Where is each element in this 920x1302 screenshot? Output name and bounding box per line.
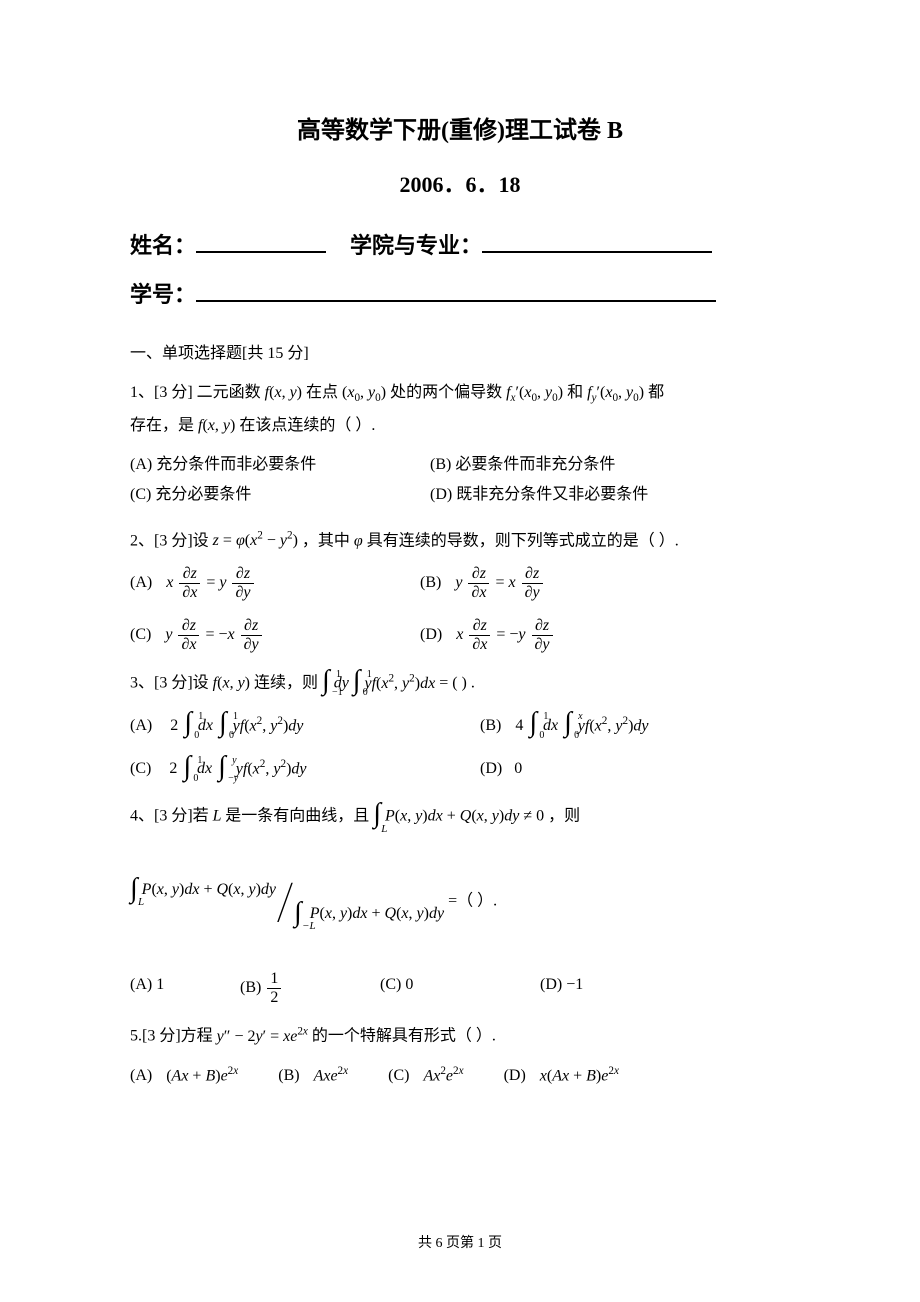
q4-opt-a: (A) 1	[130, 970, 200, 1006]
q2-opt-a: (A) x ∂z∂x = y ∂z∂y	[130, 565, 380, 601]
q2-opt-c: (C) y ∂z∂x = −x ∂z∂y	[130, 617, 380, 653]
q5-opt-a: (A) (Ax + B)e2x	[130, 1061, 238, 1092]
q3-math-1: f(x, y)	[213, 675, 254, 692]
q4-text-4: =（ ）.	[448, 893, 497, 910]
question-4: 4、[3 分]若 L 是一条有向曲线，且 ∫L P(x, y)dx + Q(x,…	[130, 800, 790, 834]
question-2: 2、[3 分]设 z = φ(x2 − y2) ，其中 φ 具有连续的导数，则下…	[130, 525, 790, 557]
q2-text-1: 2、[3 分]设	[130, 532, 209, 549]
id-blank[interactable]	[196, 276, 716, 302]
name-blank[interactable]	[196, 227, 326, 253]
q3-opt-b: (B) 4 ∫10 dx ∫x0 yf(x2, y2)dy	[480, 709, 649, 742]
dept-blank[interactable]	[482, 227, 712, 253]
id-label: 学号：	[130, 277, 196, 309]
q2-opt-d: (D) x ∂z∂x = −y ∂z∂y	[420, 617, 553, 653]
q1-math-2: (x0, y0)	[342, 384, 386, 401]
q1-math-4: fy′(x0, y0)	[587, 384, 644, 401]
q3-opt-a: (A) 2 ∫10 dx ∫10 yf(x2, y2)dy	[130, 709, 440, 742]
q4-text-3: ，则	[548, 808, 580, 825]
q4-opt-d: (D) −1	[540, 970, 583, 1006]
q4-text-2: 是一条有向曲线，且	[225, 808, 369, 825]
question-1: 1、[3 分] 二元函数 f(x, y) 在点 (x0, y0) 处的两个偏导数…	[130, 377, 790, 442]
q1-text-3: 处的两个偏导数	[390, 384, 502, 401]
q1-text-7: 在该点连续的（ ）.	[239, 417, 375, 434]
q1-opt-a: (A) 充分条件而非必要条件	[130, 450, 390, 480]
q1-options: (A) 充分条件而非必要条件 (B) 必要条件而非充分条件 (C) 充分必要条件…	[130, 450, 790, 511]
q2-text-2: ，其中	[302, 532, 350, 549]
q2-options: (A) x ∂z∂x = y ∂z∂y (B) y ∂z∂x = x ∂z∂y …	[130, 565, 790, 653]
q3-opt-d: (D) 0	[480, 753, 522, 786]
q5-text-1: 5.[3 分]方程	[130, 1028, 213, 1045]
q5-math-1: y″ − 2y′ = xe2x	[217, 1028, 308, 1045]
q4-text-1: 4、[3 分]若	[130, 808, 209, 825]
q1-text-2: 在点	[306, 384, 338, 401]
page-footer: 共 6 页第 1 页	[0, 1232, 920, 1252]
q5-options: (A) (Ax + B)e2x (B) Axe2x (C) Ax2e2x (D)…	[130, 1061, 790, 1092]
q1-text-1: 1、[3 分] 二元函数	[130, 384, 261, 401]
q2-text-3: 具有连续的导数，则下列等式成立的是（ ）.	[367, 532, 679, 549]
q3-options: (A) 2 ∫10 dx ∫10 yf(x2, y2)dy (B) 4 ∫10 …	[130, 709, 790, 786]
section-1-heading: 一、单项选择题[共 15 分]	[130, 339, 790, 363]
q1-opt-d: (D) 既非充分条件又非必要条件	[430, 480, 648, 510]
exam-title: 高等数学下册(重修)理工试卷 B	[130, 110, 790, 145]
dept-label: 学院与专业：	[350, 228, 482, 260]
exam-page: 高等数学下册(重修)理工试卷 B 2006．6．18 姓名： 学院与专业： 学号…	[0, 0, 920, 1302]
exam-date: 2006．6．18	[130, 167, 790, 199]
q1-text-5: 都	[648, 384, 664, 401]
q1-math-1: f(x, y)	[265, 384, 306, 401]
q2-math-2: φ	[354, 532, 367, 549]
q1-text-6: 存在，是	[130, 417, 194, 434]
question-3: 3、[3 分]设 f(x, y) 连续，则 ∫1−1 dy ∫10 yf(x2,…	[130, 667, 790, 701]
question-5: 5.[3 分]方程 y″ − 2y′ = xe2x 的一个特解具有形式（ ）.	[130, 1020, 790, 1052]
q3-int-2: ∫10	[353, 667, 361, 701]
q5-opt-b: (B) Axe2x	[278, 1061, 348, 1092]
q3-text-2: 连续，则	[254, 675, 318, 692]
q3-text-1: 3、[3 分]设	[130, 675, 209, 692]
q1-text-4: 和	[567, 384, 583, 401]
q4-opt-c: (C) 0	[380, 970, 500, 1006]
name-label: 姓名：	[130, 228, 196, 260]
q3-text-3: = ( ) .	[439, 675, 475, 692]
q5-opt-d: (D) x(Ax + B)e2x	[504, 1061, 619, 1092]
q1-opt-c: (C) 充分必要条件	[130, 480, 390, 510]
q4-options: (A) 1 (B) 12 (C) 0 (D) −1	[130, 970, 790, 1006]
q3-opt-c: (C) 2 ∫10 dx ∫y−y yf(x2, y2)dy	[130, 753, 440, 786]
q1-opt-b: (B) 必要条件而非充分条件	[430, 450, 615, 480]
q2-opt-b: (B) y ∂z∂x = x ∂z∂y	[420, 565, 543, 601]
q2-math-1: z = φ(x2 − y2)	[213, 532, 298, 549]
q4-big-fraction: ∫L P(x, y)dx + Q(x, y)dy ∕ ∫−L P(x, y)dx…	[130, 842, 790, 962]
q5-opt-c: (C) Ax2e2x	[388, 1061, 463, 1092]
q4-opt-b: (B) 12	[240, 970, 340, 1006]
id-row: 学号：	[130, 276, 790, 309]
q4-math-L: L	[213, 808, 226, 825]
q5-text-2: 的一个特解具有形式（ ）.	[312, 1028, 496, 1045]
q4-int-1: ∫L	[373, 800, 381, 834]
q3-int-1: ∫1−1	[322, 667, 330, 701]
q1-math-3: fx′(x0, y0)	[506, 384, 563, 401]
name-row: 姓名： 学院与专业：	[130, 227, 790, 260]
q1-math-5: f(x, y)	[198, 417, 239, 434]
